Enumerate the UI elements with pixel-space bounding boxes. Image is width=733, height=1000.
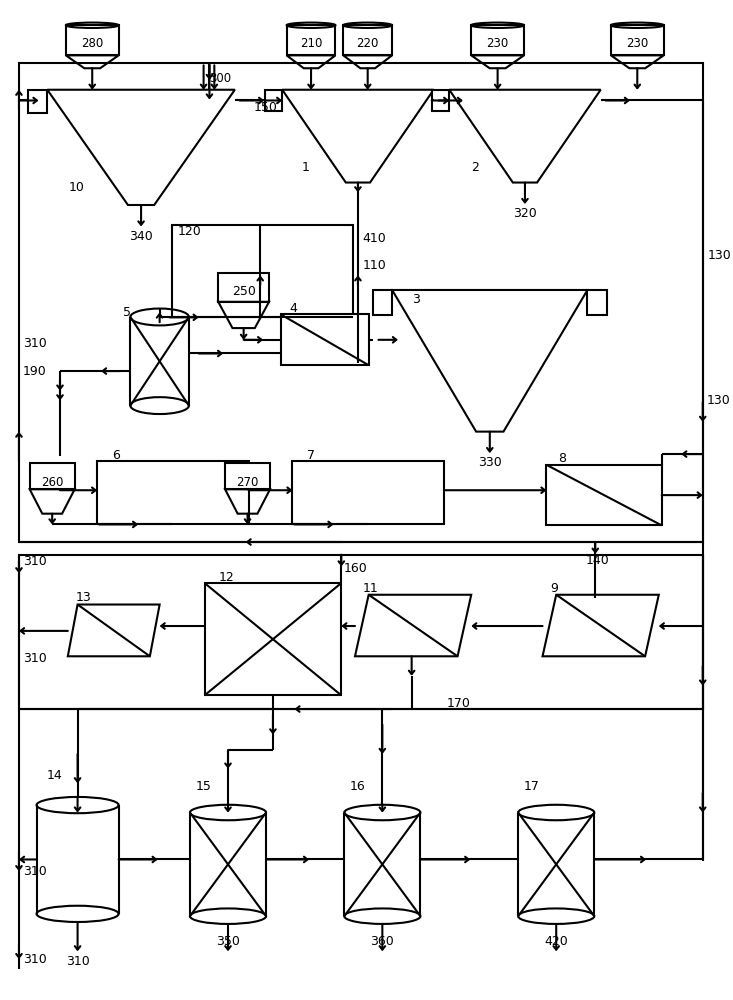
Text: 3: 3 xyxy=(412,293,419,306)
Text: 14: 14 xyxy=(46,769,62,782)
Bar xyxy=(432,90,449,111)
Text: 320: 320 xyxy=(513,207,537,220)
Text: 9: 9 xyxy=(550,582,559,595)
Bar xyxy=(19,555,703,709)
Bar xyxy=(281,314,369,365)
Bar xyxy=(218,273,269,302)
Text: 130: 130 xyxy=(707,249,732,262)
Text: 110: 110 xyxy=(363,259,386,272)
Text: 260: 260 xyxy=(41,476,63,489)
Bar xyxy=(287,25,336,55)
Text: 230: 230 xyxy=(626,37,649,50)
Text: 15: 15 xyxy=(196,780,211,793)
Bar xyxy=(205,583,342,695)
Bar xyxy=(28,90,48,113)
Text: 210: 210 xyxy=(300,37,323,50)
Text: 340: 340 xyxy=(129,230,153,243)
Text: 6: 6 xyxy=(111,449,119,462)
Text: 360: 360 xyxy=(370,935,394,948)
Text: 7: 7 xyxy=(307,449,315,462)
Text: 12: 12 xyxy=(218,571,234,584)
Text: 310: 310 xyxy=(23,865,47,878)
Text: 330: 330 xyxy=(478,456,501,469)
Text: 170: 170 xyxy=(447,697,471,710)
Text: 310: 310 xyxy=(23,652,47,665)
Text: 16: 16 xyxy=(350,780,366,793)
Text: 8: 8 xyxy=(558,452,566,465)
Bar xyxy=(265,90,282,111)
Bar xyxy=(66,25,119,55)
Text: 410: 410 xyxy=(363,232,386,245)
Bar xyxy=(19,63,703,542)
Text: 5: 5 xyxy=(122,306,130,319)
Text: 1: 1 xyxy=(302,161,309,174)
Bar xyxy=(546,465,662,525)
Text: 4: 4 xyxy=(290,302,298,315)
Text: 10: 10 xyxy=(69,181,85,194)
Text: 270: 270 xyxy=(236,476,259,489)
Text: 350: 350 xyxy=(216,935,240,948)
Text: 150: 150 xyxy=(254,101,277,114)
Text: 2: 2 xyxy=(471,161,479,174)
Text: 310: 310 xyxy=(23,337,47,350)
Text: 250: 250 xyxy=(232,285,256,298)
Bar xyxy=(343,25,392,55)
Text: 140: 140 xyxy=(586,554,609,567)
Text: 280: 280 xyxy=(81,37,103,50)
Text: 11: 11 xyxy=(363,582,378,595)
Text: 160: 160 xyxy=(343,562,367,575)
Text: 310: 310 xyxy=(66,955,89,968)
Text: 420: 420 xyxy=(545,935,568,948)
Text: 310: 310 xyxy=(23,953,47,966)
Bar xyxy=(225,463,270,489)
Bar xyxy=(611,25,663,55)
Bar xyxy=(97,461,248,524)
Bar xyxy=(292,461,444,524)
Text: 300: 300 xyxy=(210,72,232,85)
Text: 220: 220 xyxy=(356,37,379,50)
Text: 13: 13 xyxy=(75,591,92,604)
Text: 130: 130 xyxy=(707,394,730,407)
Bar xyxy=(172,225,353,317)
Text: 190: 190 xyxy=(23,365,47,378)
Bar xyxy=(372,290,392,315)
Bar xyxy=(587,290,607,315)
Bar xyxy=(471,25,524,55)
Text: 17: 17 xyxy=(524,780,539,793)
Bar xyxy=(30,463,75,489)
Text: 230: 230 xyxy=(487,37,509,50)
Text: 120: 120 xyxy=(177,225,201,238)
Text: 310: 310 xyxy=(23,555,47,568)
